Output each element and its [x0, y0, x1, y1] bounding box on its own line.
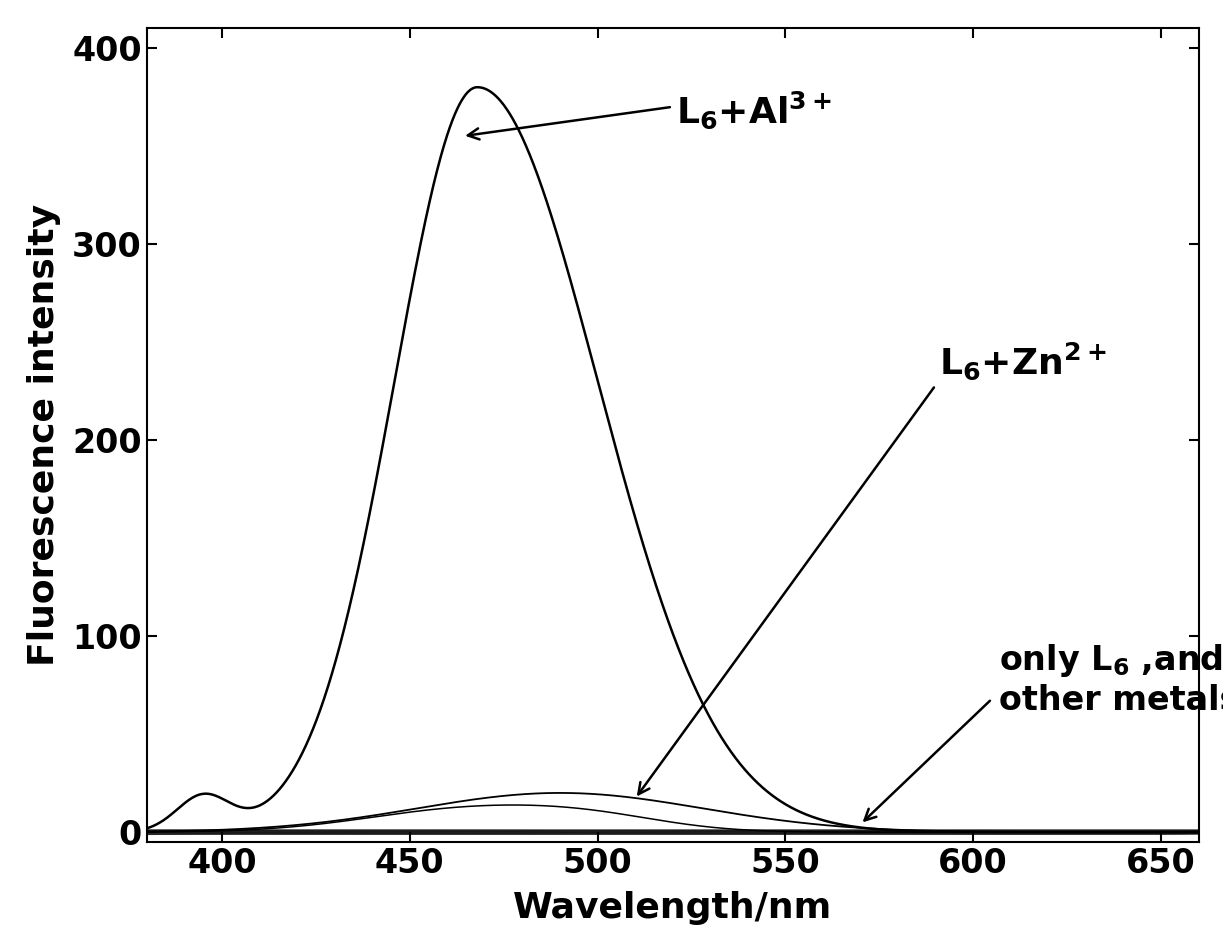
X-axis label: Wavelength/nm: Wavelength/nm — [512, 891, 833, 925]
Text: $\mathbf{L_6}$$\mathbf{+Al^{3+}}$: $\mathbf{L_6}$$\mathbf{+Al^{3+}}$ — [676, 90, 832, 131]
Text: only $\mathbf{L_6}$ ,and
other metals: only $\mathbf{L_6}$ ,and other metals — [999, 641, 1223, 717]
Text: $\mathbf{L_6}$$\mathbf{+Zn^{2+}}$: $\mathbf{L_6}$$\mathbf{+Zn^{2+}}$ — [939, 341, 1107, 382]
Y-axis label: Fluorescence intensity: Fluorescence intensity — [27, 204, 61, 666]
